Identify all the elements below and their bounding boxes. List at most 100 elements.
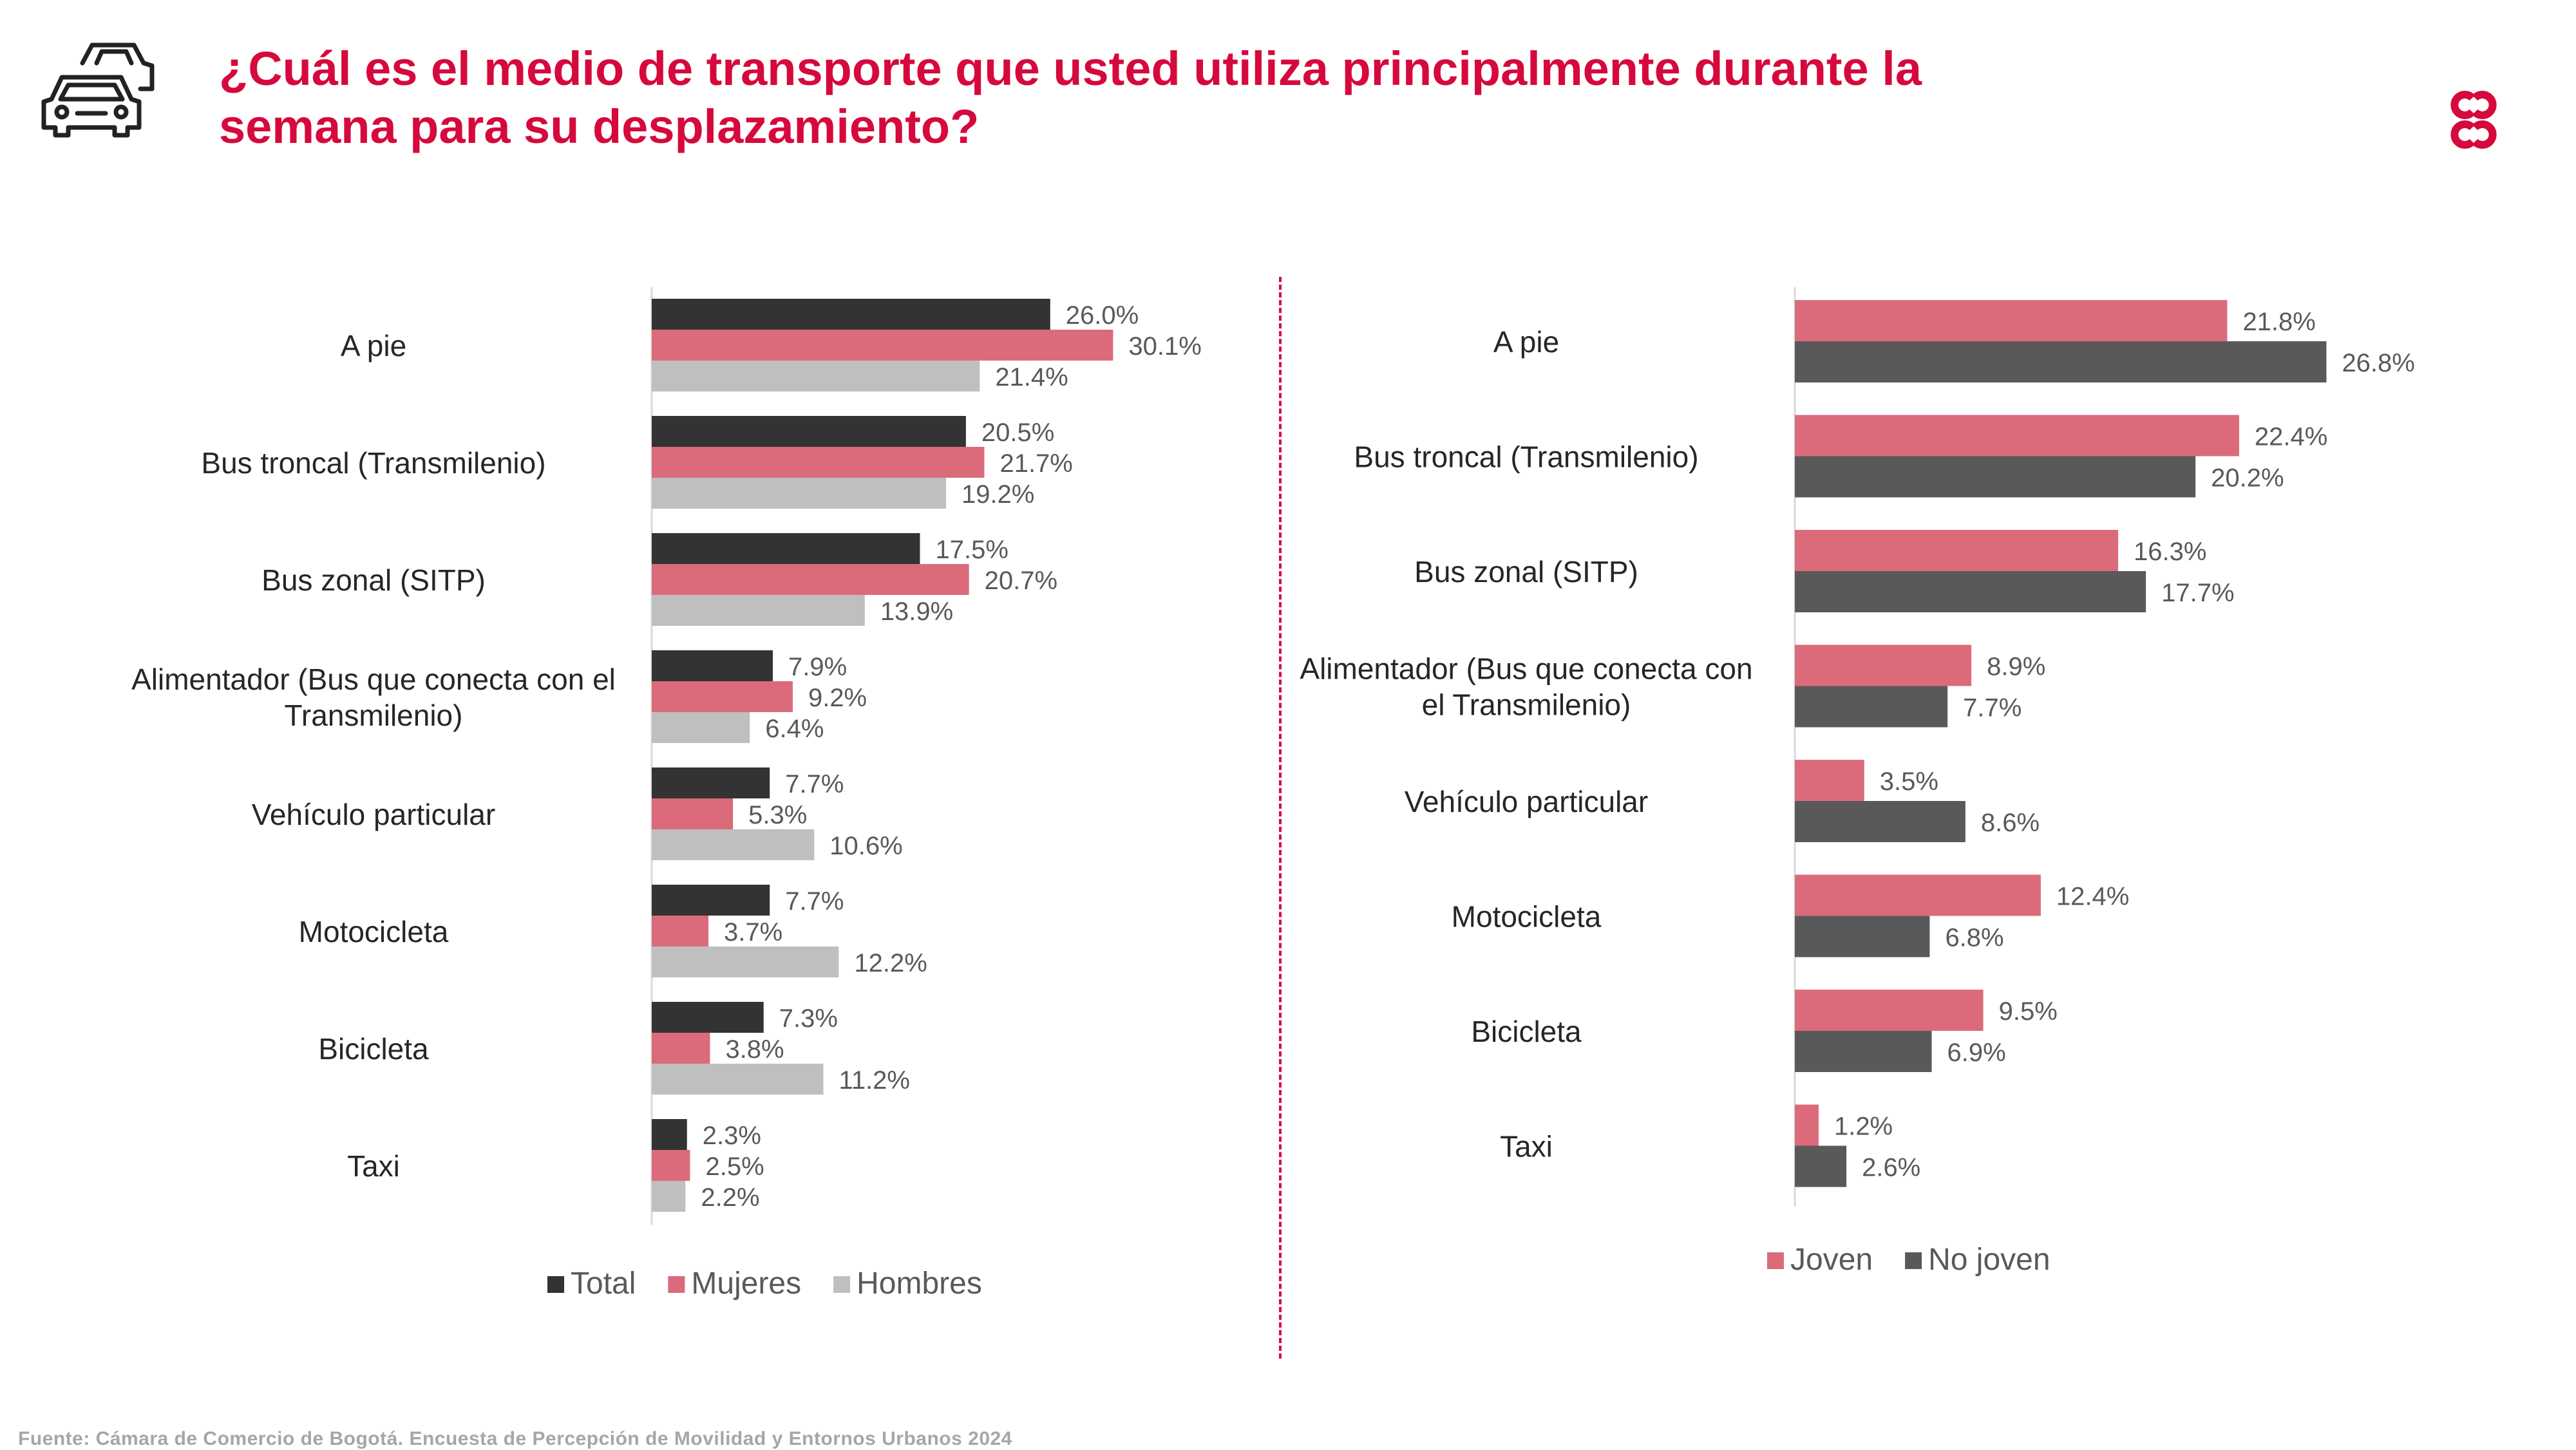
category-label-alimentador-bus-que-conecta-con-el-transmilenio: Alimentador (Bus que conecta con el xyxy=(131,663,616,696)
data-label-hombres-alimentador-bus-que-conecta-con-el-transmilenio: 6.4% xyxy=(765,715,824,743)
legend-label-mujeres: Mujeres xyxy=(691,1266,801,1301)
bar-hombres-vehiculo-particular xyxy=(652,829,815,860)
legend-swatch-hombres xyxy=(833,1276,851,1293)
bar-no-joven-bus-troncal-transmilenio xyxy=(1795,456,2196,498)
data-label-hombres-vehiculo-particular: 10.6% xyxy=(829,832,902,860)
data-label-mujeres-a-pie: 30.1% xyxy=(1128,332,1201,361)
bar-total-taxi xyxy=(652,1119,687,1150)
data-label-mujeres-bus-troncal-transmilenio: 21.7% xyxy=(999,449,1072,478)
bar-joven-bicicleta xyxy=(1795,990,1984,1031)
data-label-hombres-bicicleta: 11.2% xyxy=(839,1066,910,1095)
bar-total-vehiculo-particular xyxy=(652,767,770,798)
bar-no-joven-bus-zonal-sitp xyxy=(1795,571,2146,612)
bar-mujeres-taxi xyxy=(652,1150,690,1181)
data-label-joven-bus-zonal-sitp: 16.3% xyxy=(2134,538,2206,566)
bar-mujeres-a-pie xyxy=(652,330,1113,361)
data-label-no-joven-a-pie: 26.8% xyxy=(2342,349,2414,377)
bar-mujeres-bicicleta xyxy=(652,1033,710,1064)
legend-label-no-joven: No joven xyxy=(1928,1243,2050,1277)
bar-no-joven-a-pie xyxy=(1795,341,2327,382)
category-label-motocicleta: Motocicleta xyxy=(299,915,449,948)
data-label-total-motocicleta: 7.7% xyxy=(785,887,844,916)
category-label-motocicleta: Motocicleta xyxy=(1452,900,1602,934)
category-label-vehiculo-particular: Vehículo particular xyxy=(252,798,495,831)
data-label-total-vehiculo-particular: 7.7% xyxy=(785,770,844,798)
bar-joven-taxi xyxy=(1795,1104,1819,1146)
bar-total-a-pie xyxy=(652,299,1050,330)
category-label-bicicleta: Bicicleta xyxy=(318,1032,429,1066)
data-label-joven-bicicleta: 9.5% xyxy=(1999,997,2058,1026)
bar-hombres-taxi xyxy=(652,1181,686,1212)
data-label-no-joven-bicicleta: 6.9% xyxy=(1947,1039,2006,1067)
data-label-total-bicicleta: 7.3% xyxy=(779,1004,838,1033)
data-label-joven-bus-troncal-transmilenio: 22.4% xyxy=(2255,423,2327,451)
data-label-total-bus-troncal-transmilenio: 20.5% xyxy=(981,419,1054,447)
bar-total-bicicleta xyxy=(652,1002,764,1033)
category-label-alimentador-bus-que-conecta-con-el-transmilenio: Transmilenio) xyxy=(285,699,463,732)
data-label-hombres-motocicleta: 12.2% xyxy=(854,949,927,977)
bar-joven-bus-troncal-transmilenio xyxy=(1795,415,2239,457)
bar-hombres-bicicleta xyxy=(652,1064,824,1095)
title-line-1: ¿Cuál es el medio de transporte que uste… xyxy=(219,42,1922,95)
chart-age-group: A pie 21.8% 26.8% Bus troncal (Transmilenio… xyxy=(1300,287,2415,1277)
data-label-mujeres-taxi: 2.5% xyxy=(706,1153,764,1181)
bar-no-joven-taxi xyxy=(1795,1145,1847,1187)
bar-joven-vehiculo-particular xyxy=(1795,760,1864,801)
category-label-vehiculo-particular: Vehículo particular xyxy=(1405,785,1648,818)
bar-total-alimentador-bus-que-conecta-con-el-transmilenio xyxy=(652,650,773,681)
category-label-alimentador-bus-que-conecta-con-el-transmilenio: Alimentador (Bus que conecta con xyxy=(1300,652,1752,686)
data-label-total-bus-zonal-sitp: 17.5% xyxy=(936,536,1009,564)
bar-mujeres-alimentador-bus-que-conecta-con-el-transmilenio xyxy=(652,681,793,712)
data-label-hombres-taxi: 2.2% xyxy=(701,1183,759,1212)
category-label-bus-troncal-transmilenio: Bus troncal (Transmilenio) xyxy=(1354,440,1698,474)
data-label-joven-taxi: 1.2% xyxy=(1834,1113,1893,1141)
bar-hombres-alimentador-bus-que-conecta-con-el-transmilenio xyxy=(652,712,750,743)
bar-no-joven-alimentador-bus-que-conecta-con-el-transmilenio xyxy=(1795,686,1948,728)
data-label-hombres-bus-troncal-transmilenio: 19.2% xyxy=(961,480,1034,509)
category-label-alimentador-bus-que-conecta-con-el-transmilenio: el Transmilenio) xyxy=(1422,688,1631,722)
data-label-total-taxi: 2.3% xyxy=(703,1122,761,1150)
legend-swatch-total xyxy=(547,1276,564,1293)
data-label-mujeres-bicicleta: 3.8% xyxy=(725,1035,784,1064)
bar-joven-alimentador-bus-que-conecta-con-el-transmilenio xyxy=(1795,645,1972,686)
bar-mujeres-vehiculo-particular xyxy=(652,798,734,829)
bar-no-joven-vehiculo-particular xyxy=(1795,801,1965,842)
category-label-bicicleta: Bicicleta xyxy=(1471,1015,1582,1048)
category-label-bus-zonal-sitp: Bus zonal (SITP) xyxy=(261,563,486,597)
bar-total-bus-troncal-transmilenio xyxy=(652,416,966,447)
data-label-mujeres-bus-zonal-sitp: 20.7% xyxy=(985,567,1057,595)
legend-swatch-mujeres xyxy=(668,1276,685,1293)
bar-mujeres-bus-zonal-sitp xyxy=(652,564,969,595)
data-label-total-a-pie: 26.0% xyxy=(1066,301,1139,330)
data-label-mujeres-alimentador-bus-que-conecta-con-el-transmilenio: 9.2% xyxy=(808,684,867,712)
bar-joven-motocicleta xyxy=(1795,874,2041,916)
bar-hombres-bus-zonal-sitp xyxy=(652,595,865,626)
data-label-no-joven-bus-troncal-transmilenio: 20.2% xyxy=(2211,464,2284,493)
source-note: Fuente: Cámara de Comercio de Bogotá. En… xyxy=(18,1428,1012,1449)
legend-label-hombres: Hombres xyxy=(857,1266,982,1301)
chart-total-gender: A pie 26.0%30.1% 21.4% Bus troncal (Transmi… xyxy=(131,287,1202,1301)
bar-joven-a-pie xyxy=(1795,300,2228,341)
category-label-taxi: Taxi xyxy=(1500,1130,1553,1163)
category-label-taxi: Taxi xyxy=(347,1149,400,1183)
data-label-no-joven-taxi: 2.6% xyxy=(1862,1154,1920,1182)
data-label-joven-motocicleta: 12.4% xyxy=(2056,883,2129,911)
bar-mujeres-motocicleta xyxy=(652,916,709,946)
title-line-2: semana para su desplazamiento? xyxy=(219,100,980,153)
page-title: ¿Cuál es el medio de transporte que uste… xyxy=(219,40,2215,156)
data-label-no-joven-bus-zonal-sitp: 17.7% xyxy=(2161,579,2234,607)
bar-no-joven-motocicleta xyxy=(1795,916,1930,957)
category-label-bus-zonal-sitp: Bus zonal (SITP) xyxy=(1414,555,1638,588)
cars-icon xyxy=(41,42,155,138)
data-label-joven-a-pie: 21.8% xyxy=(2242,308,2315,336)
data-label-total-alimentador-bus-que-conecta-con-el-transmilenio: 7.9% xyxy=(788,653,847,681)
data-label-no-joven-vehiculo-particular: 8.6% xyxy=(1981,809,2040,837)
bar-hombres-a-pie xyxy=(652,361,980,391)
data-label-no-joven-alimentador-bus-que-conecta-con-el-transmilenio: 7.7% xyxy=(1963,694,2022,722)
ccb-logo-icon xyxy=(2450,91,2497,149)
bar-no-joven-bicicleta xyxy=(1795,1031,1932,1072)
data-label-joven-alimentador-bus-que-conecta-con-el-transmilenio: 8.9% xyxy=(1987,653,2045,681)
data-label-joven-vehiculo-particular: 3.5% xyxy=(1880,767,1938,796)
bar-hombres-bus-troncal-transmilenio xyxy=(652,478,946,509)
bar-mujeres-bus-troncal-transmilenio xyxy=(652,447,985,478)
